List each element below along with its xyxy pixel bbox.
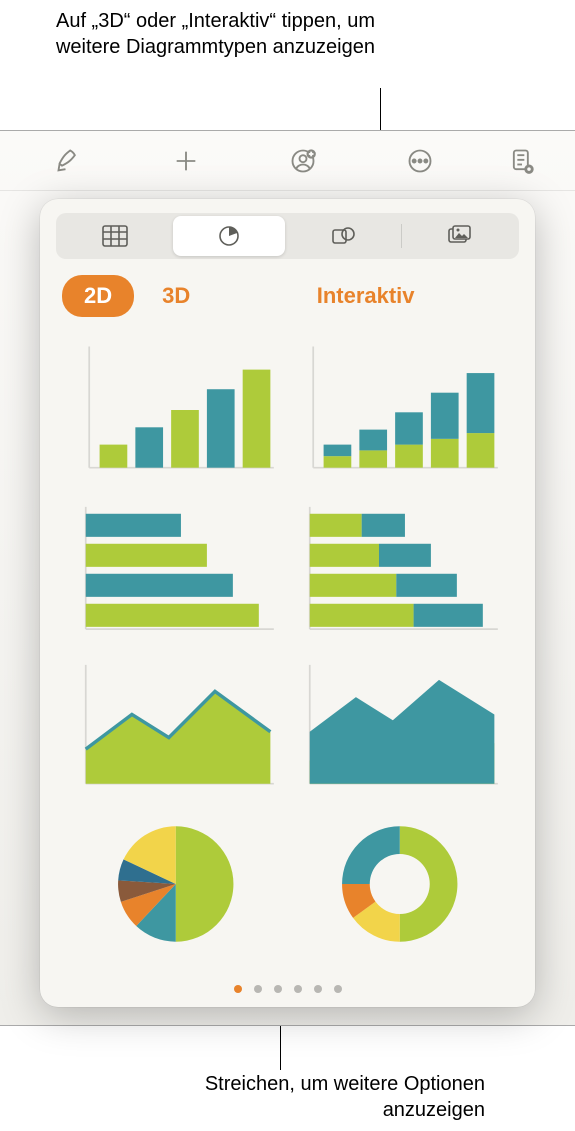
chart-type-grid xyxy=(40,331,535,971)
page-indicator[interactable] xyxy=(40,971,535,1007)
chart-option-stacked-area[interactable] xyxy=(294,651,506,801)
more-button[interactable] xyxy=(385,139,455,183)
page-dot[interactable] xyxy=(254,985,262,993)
chart-option-stacked-hbar[interactable] xyxy=(294,493,506,643)
tab-tables[interactable] xyxy=(59,216,171,256)
page-dot[interactable] xyxy=(334,985,342,993)
category-tabs xyxy=(56,213,519,259)
chart-option-bar[interactable] xyxy=(70,335,282,485)
subtab-interactive[interactable]: Interaktiv xyxy=(218,277,513,315)
tab-media[interactable] xyxy=(404,216,516,256)
main-toolbar xyxy=(0,131,575,191)
page-dot[interactable] xyxy=(294,985,302,993)
page-dot[interactable] xyxy=(234,985,242,993)
chart-subtabs: 2D 3D Interaktiv xyxy=(62,275,513,317)
subtab-2d[interactable]: 2D xyxy=(62,275,134,317)
app-frame: 2D 3D Interaktiv xyxy=(0,130,575,1026)
chart-option-donut[interactable] xyxy=(294,809,506,959)
tab-shapes[interactable] xyxy=(287,216,399,256)
page-dot[interactable] xyxy=(314,985,322,993)
insert-popover: 2D 3D Interaktiv xyxy=(40,199,535,1007)
chart-option-pie[interactable] xyxy=(70,809,282,959)
chart-option-stacked-bar[interactable] xyxy=(294,335,506,485)
document-view-button[interactable] xyxy=(502,139,542,183)
format-brush-button[interactable] xyxy=(34,139,104,183)
chart-option-area[interactable] xyxy=(70,651,282,801)
tab-charts[interactable] xyxy=(173,216,285,256)
subtab-3d[interactable]: 3D xyxy=(162,277,190,315)
callout-bottom-text: Streichen, um weitere Optionen anzuzeige… xyxy=(165,1071,485,1123)
insert-button[interactable] xyxy=(151,139,221,183)
chart-option-hbar[interactable] xyxy=(70,493,282,643)
callout-top-text: Auf „3D“ oder „Interaktiv“ tippen, um we… xyxy=(55,8,375,60)
collaborate-button[interactable] xyxy=(268,139,338,183)
category-separator xyxy=(401,224,402,248)
page-dot[interactable] xyxy=(274,985,282,993)
